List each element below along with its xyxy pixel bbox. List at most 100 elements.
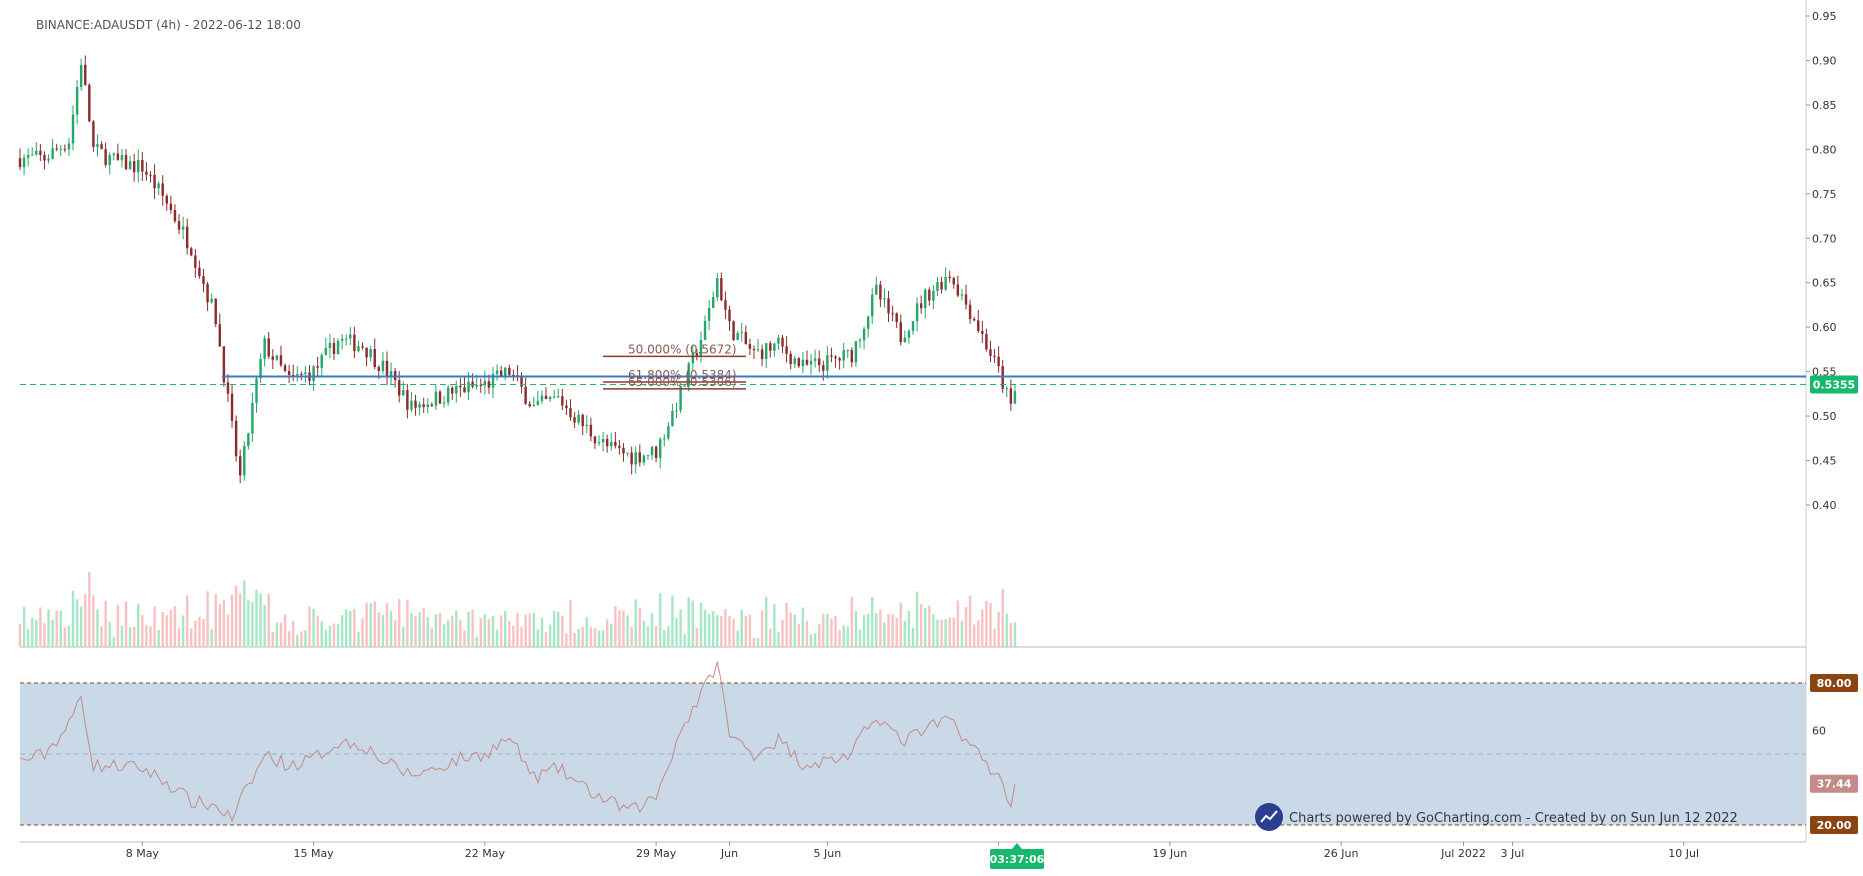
candle[interactable] (430, 402, 434, 408)
candle[interactable] (752, 345, 756, 359)
candle[interactable] (63, 144, 67, 153)
candle[interactable] (226, 374, 230, 402)
candle[interactable] (899, 314, 902, 346)
candle[interactable] (247, 432, 250, 450)
candle[interactable] (883, 288, 886, 308)
candle[interactable] (283, 363, 287, 373)
candle[interactable] (92, 119, 95, 152)
candle[interactable] (581, 413, 584, 436)
candle[interactable] (858, 337, 862, 349)
candle[interactable] (479, 378, 482, 393)
candle[interactable] (222, 346, 226, 387)
candle[interactable] (540, 390, 544, 404)
candle[interactable] (809, 353, 813, 375)
candle[interactable] (524, 377, 527, 405)
candle[interactable] (928, 287, 931, 306)
candle[interactable] (585, 415, 589, 434)
candle[interactable] (760, 344, 764, 367)
candle[interactable] (336, 338, 340, 355)
candle[interactable] (157, 181, 160, 196)
candle[interactable] (528, 400, 531, 408)
candle[interactable] (785, 336, 788, 363)
candle[interactable] (39, 143, 42, 162)
candle[interactable] (728, 305, 731, 331)
candle[interactable] (781, 334, 784, 354)
candle[interactable] (936, 277, 939, 297)
candle[interactable] (797, 357, 801, 368)
candle[interactable] (952, 276, 955, 289)
candle[interactable] (972, 316, 976, 322)
candle[interactable] (495, 364, 499, 381)
candle[interactable] (801, 351, 805, 374)
candle[interactable] (100, 141, 103, 150)
candle[interactable] (622, 443, 625, 462)
fibonacci-levels[interactable]: 50.000% (0.5672) 61.800% (0.5384) 65.000… (603, 342, 746, 390)
candle[interactable] (1005, 385, 1009, 397)
candle[interactable] (206, 281, 209, 312)
candle[interactable] (22, 154, 26, 176)
candle[interactable] (491, 367, 495, 399)
candle[interactable] (218, 313, 222, 348)
candle[interactable] (210, 293, 213, 304)
candle[interactable] (544, 387, 548, 400)
candle[interactable] (724, 291, 727, 319)
candle[interactable] (35, 142, 38, 156)
candle[interactable] (308, 365, 311, 386)
candle[interactable] (993, 348, 996, 364)
candle[interactable] (173, 204, 177, 224)
candle[interactable] (59, 145, 62, 157)
candlesticks[interactable] (18, 55, 1017, 484)
price-axis[interactable]: 0.95 0.90 0.85 0.80 0.75 0.70 0.65 0.60 0.55 0.50… (1806, 10, 1837, 512)
candle[interactable] (320, 352, 323, 376)
candle[interactable] (296, 366, 299, 382)
candle[interactable] (112, 152, 116, 161)
candle[interactable] (948, 270, 951, 283)
candle[interactable] (442, 395, 446, 408)
candle[interactable] (842, 342, 845, 369)
candle[interactable] (369, 345, 372, 362)
candle[interactable] (552, 389, 556, 399)
candle[interactable] (744, 325, 748, 345)
candle[interactable] (834, 354, 837, 368)
candle[interactable] (181, 216, 185, 240)
candle[interactable] (589, 417, 593, 442)
candle[interactable] (47, 154, 50, 164)
candle[interactable] (169, 195, 173, 214)
candle[interactable] (88, 83, 91, 123)
candle[interactable] (51, 138, 54, 160)
candle[interactable] (601, 431, 605, 452)
candle[interactable] (866, 316, 870, 338)
candle[interactable] (389, 362, 393, 385)
candle[interactable] (108, 152, 111, 175)
candle[interactable] (793, 355, 796, 369)
candle[interactable] (361, 342, 364, 350)
candle[interactable] (520, 372, 523, 394)
candle[interactable] (340, 333, 344, 350)
candle[interactable] (373, 338, 376, 370)
candle[interactable] (275, 355, 279, 362)
candle[interactable] (385, 351, 389, 386)
candle[interactable] (650, 446, 654, 460)
candle[interactable] (312, 365, 315, 391)
candle[interactable] (149, 171, 152, 183)
candle[interactable] (79, 58, 83, 91)
candle[interactable] (924, 288, 927, 319)
candle[interactable] (634, 446, 637, 474)
candle[interactable] (177, 214, 181, 235)
candle[interactable] (410, 392, 413, 412)
candle[interactable] (764, 342, 768, 369)
candle[interactable] (903, 330, 907, 343)
candle[interactable] (402, 381, 405, 396)
candle[interactable] (234, 415, 238, 462)
candle[interactable] (263, 335, 266, 367)
candle[interactable] (789, 350, 792, 370)
candle[interactable] (96, 134, 99, 157)
candle[interactable] (977, 309, 980, 334)
candle[interactable] (887, 290, 890, 323)
candle[interactable] (120, 149, 124, 168)
candle[interactable] (960, 288, 964, 301)
candle[interactable] (862, 326, 866, 350)
candle[interactable] (695, 348, 699, 361)
candle[interactable] (850, 347, 854, 368)
candle[interactable] (104, 142, 107, 168)
